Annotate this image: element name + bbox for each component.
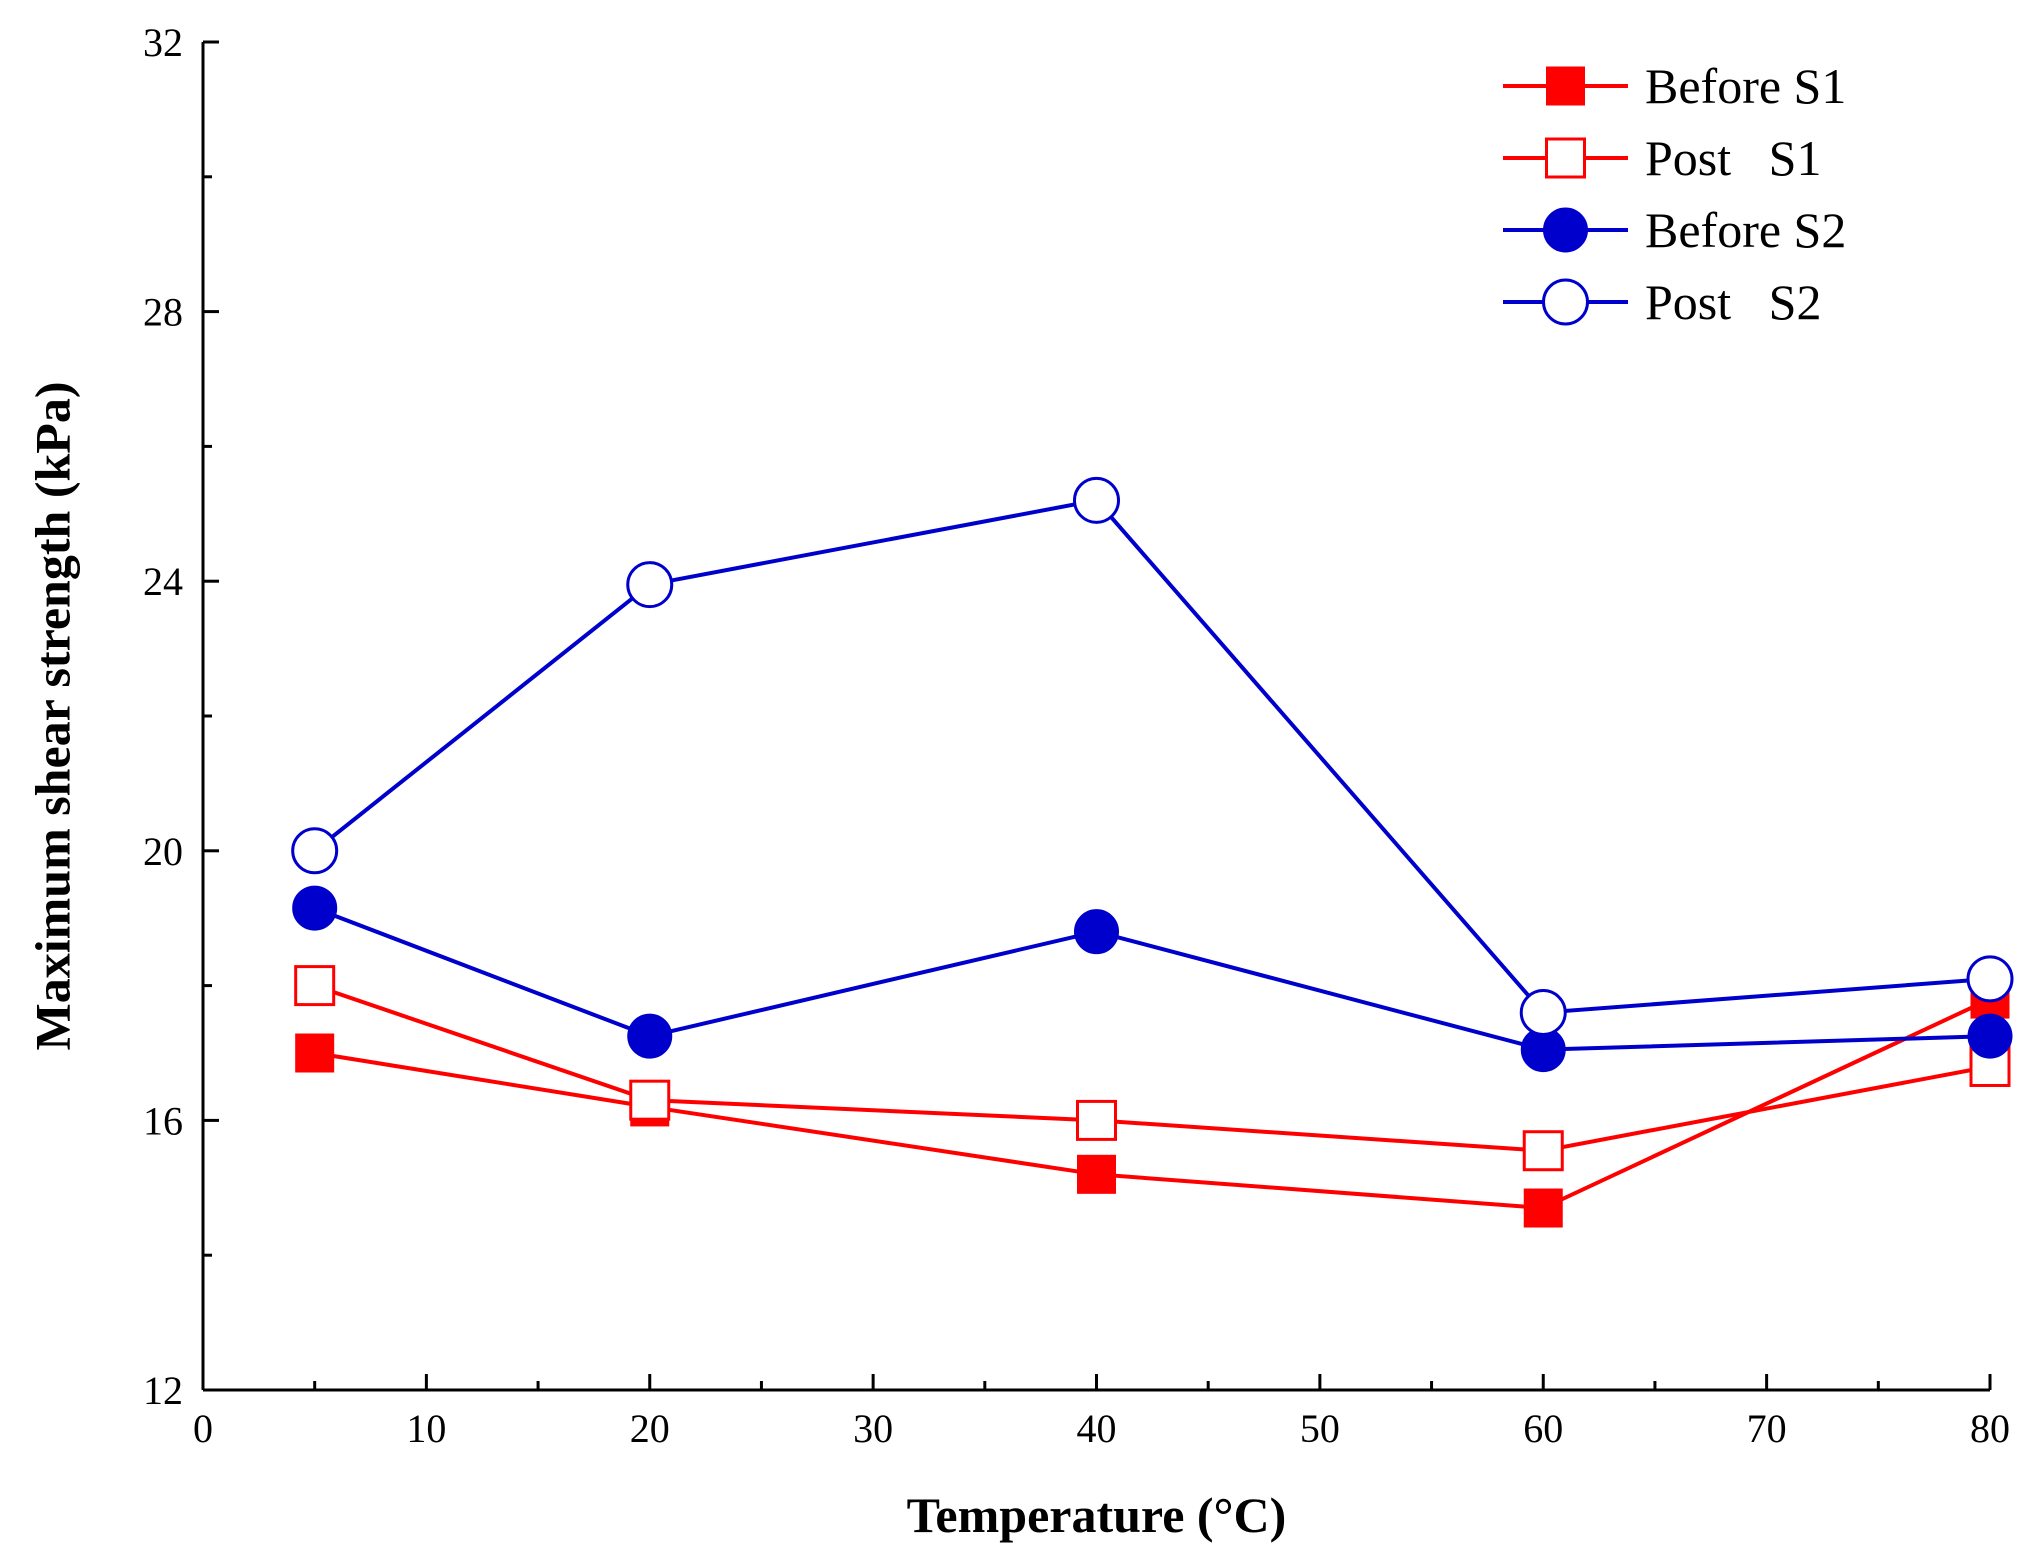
x-tick-label: 50 bbox=[1300, 1406, 1340, 1451]
axes: 0 10 20 30 40 50 60 70 80 12 16 20 24 28 32 bbox=[143, 20, 2010, 1451]
legend-marker bbox=[1542, 278, 1589, 326]
data-point bbox=[629, 1079, 671, 1121]
x-axis-title: Temperature (°C) bbox=[907, 1487, 1287, 1543]
legend-marker bbox=[1545, 137, 1586, 179]
legend-item: Before S1 bbox=[1503, 58, 1846, 114]
series-line bbox=[314, 983, 1991, 1153]
series-before-s2 bbox=[292, 885, 2013, 1073]
series-line bbox=[314, 997, 1991, 1211]
data-point bbox=[294, 965, 336, 1007]
series-layer bbox=[291, 476, 2014, 1228]
y-tick-label: 32 bbox=[143, 20, 183, 65]
y-axis-title: Maximum shear strength (kPa) bbox=[24, 382, 80, 1051]
legend-marker bbox=[1546, 66, 1585, 106]
data-point bbox=[1522, 1130, 1564, 1172]
data-point bbox=[1074, 909, 1119, 955]
x-tick-label: 80 bbox=[1970, 1406, 2010, 1451]
x-tick-label: 40 bbox=[1077, 1406, 1117, 1451]
series-post-s2 bbox=[291, 476, 2014, 1037]
data-point bbox=[1519, 989, 1567, 1037]
x-tick-label: 70 bbox=[1747, 1406, 1787, 1451]
data-point bbox=[1076, 1099, 1117, 1141]
data-point bbox=[627, 1013, 673, 1059]
legend-label: Before S2 bbox=[1645, 202, 1846, 258]
data-point bbox=[292, 885, 338, 931]
x-tick-label: 10 bbox=[406, 1406, 446, 1451]
data-point bbox=[1966, 955, 2014, 1003]
series-line bbox=[313, 498, 1991, 1015]
x-tick-label: 60 bbox=[1523, 1406, 1563, 1451]
data-point bbox=[1967, 1013, 2013, 1059]
y-tick-label: 20 bbox=[143, 829, 183, 874]
series-line bbox=[313, 906, 1991, 1052]
data-point bbox=[291, 827, 339, 875]
y-tick-label: 12 bbox=[143, 1368, 183, 1413]
x-tick-label: 0 bbox=[193, 1406, 213, 1451]
legend-label: Post S1 bbox=[1645, 130, 1821, 186]
data-point bbox=[1523, 1188, 1563, 1228]
legend-item: Post S1 bbox=[1503, 130, 1821, 186]
x-tick-label: 20 bbox=[630, 1406, 670, 1451]
x-tick-label: 30 bbox=[853, 1406, 893, 1451]
legend-item: Post S2 bbox=[1503, 274, 1821, 330]
legend-label: Before S1 bbox=[1645, 58, 1846, 114]
legend-marker bbox=[1543, 207, 1588, 253]
legend: Before S1 Post S1 Before S2 Post S2 bbox=[1503, 58, 1846, 330]
legend-label: Post S2 bbox=[1645, 274, 1821, 330]
data-point bbox=[295, 1033, 335, 1073]
y-tick-label: 16 bbox=[143, 1098, 183, 1143]
data-point bbox=[1073, 476, 1120, 524]
y-tick-label: 28 bbox=[143, 290, 183, 335]
legend-item: Before S2 bbox=[1503, 202, 1846, 258]
y-tick-label: 24 bbox=[143, 559, 183, 604]
data-point bbox=[626, 561, 674, 609]
data-point bbox=[1077, 1154, 1116, 1194]
series-before-s1 bbox=[295, 979, 2010, 1228]
